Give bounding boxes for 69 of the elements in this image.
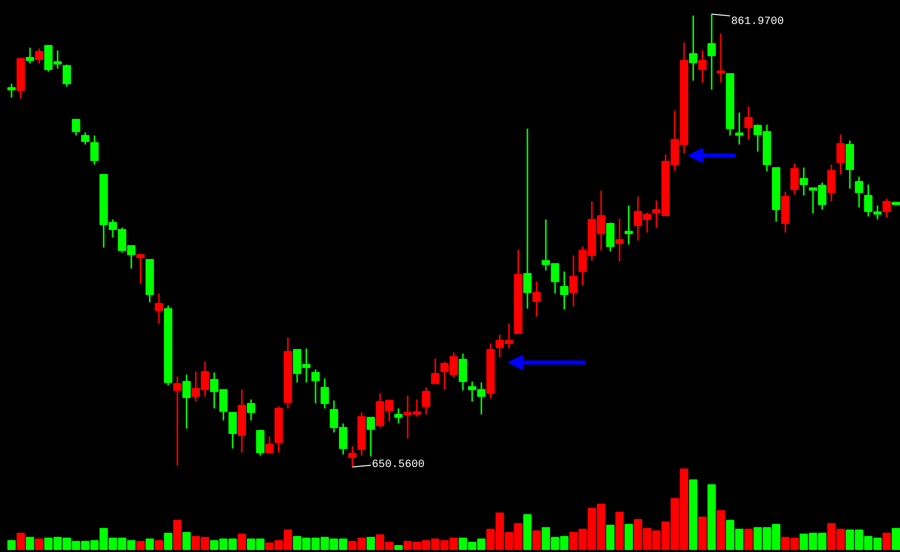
bar (394, 544, 403, 550)
candlestick (35, 48, 44, 64)
candlestick (624, 204, 633, 246)
candlestick (698, 50, 707, 84)
candlestick (394, 408, 403, 424)
bar (238, 534, 246, 550)
candlestick (7, 82, 16, 98)
candlestick (523, 128, 532, 310)
candlestick (311, 368, 320, 404)
candlestick (744, 106, 753, 140)
candlestick (800, 166, 808, 196)
bar (366, 536, 375, 550)
candlestick (606, 222, 615, 252)
candlestick (735, 112, 744, 146)
bar (606, 524, 615, 550)
bar (689, 479, 698, 550)
bar (154, 540, 164, 550)
candlestick (366, 416, 375, 458)
bar (35, 538, 44, 550)
candlestick (320, 378, 329, 410)
bar (882, 532, 891, 550)
bar (532, 530, 541, 550)
bar (698, 516, 707, 550)
candlestick (228, 412, 237, 450)
bar (164, 532, 172, 550)
candlestick (256, 430, 264, 456)
bar (26, 536, 34, 550)
bar (146, 538, 154, 550)
bar (136, 540, 145, 550)
bar (182, 532, 191, 550)
bar (615, 512, 624, 550)
candlestick (62, 64, 72, 88)
candlestick (615, 218, 624, 262)
bar (523, 514, 532, 550)
annotation: 861.9700 (731, 16, 784, 28)
candlestick (716, 32, 726, 84)
candlestick (246, 398, 256, 422)
annotation: 650.5600 (372, 459, 425, 472)
bar (624, 524, 633, 550)
candlestick (90, 134, 99, 166)
candlestick (689, 14, 698, 82)
candlestick (532, 280, 541, 318)
bar (892, 528, 900, 550)
candlestick (154, 292, 164, 324)
candlestick (72, 118, 80, 136)
candlestick (569, 254, 578, 308)
bar (707, 484, 716, 550)
candlestick (173, 376, 182, 466)
candlestick (882, 198, 891, 218)
candlestick (182, 374, 191, 430)
bar (173, 520, 182, 550)
candlestick (560, 270, 568, 310)
candlestick (422, 386, 430, 416)
candlestick (348, 446, 357, 468)
candlestick (827, 164, 836, 202)
candlestick (790, 162, 799, 196)
bar (16, 532, 25, 550)
candlestick (265, 436, 274, 454)
bar (716, 510, 726, 550)
candlestick (707, 13, 716, 90)
bar (744, 528, 753, 550)
candlestick (136, 252, 145, 284)
bar (7, 540, 16, 550)
candlestick (458, 352, 468, 392)
candlestick (81, 132, 90, 146)
candlestick (854, 176, 864, 208)
candlestick (26, 46, 34, 64)
candlestick (431, 358, 440, 384)
candlestick (836, 134, 845, 176)
